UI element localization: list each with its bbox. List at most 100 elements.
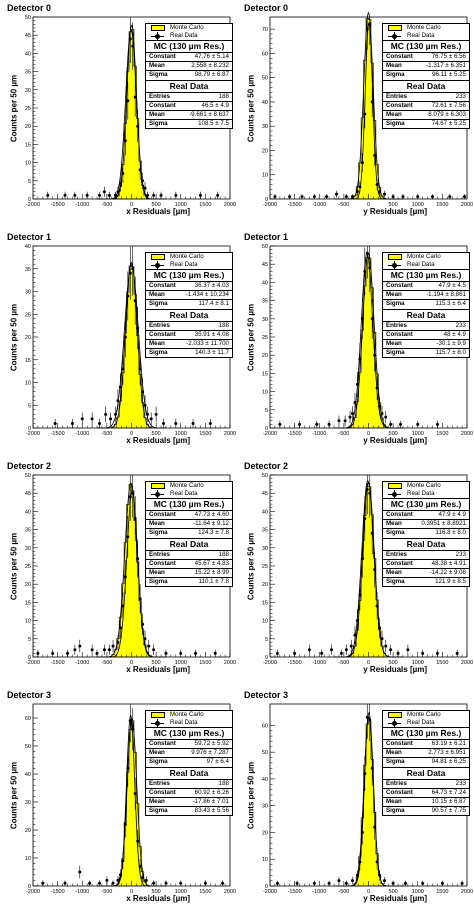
- data-point: [327, 880, 331, 886]
- legend-label-mc: Monte Carlo: [170, 482, 204, 489]
- detector-panel: 0 5 10 15 20 25 30 35 40 45 50 -2000 -1500 -1000 -500 0…: [237, 229, 474, 458]
- real-stat-row: Entries 188: [146, 549, 232, 559]
- legend-label-real: Real Data: [170, 719, 198, 726]
- data-point: [133, 777, 137, 810]
- data-point: [141, 872, 145, 883]
- y-axis-label: Counts per 50 µm: [9, 303, 19, 372]
- y-tick-label: 10: [262, 390, 268, 396]
- data-point: [97, 191, 101, 199]
- mc-stat-row: Sigma 124.3 ± 7.8: [146, 528, 232, 537]
- legend-entry-real: Real Data: [146, 490, 232, 498]
- mc-swatch-icon: [151, 25, 165, 31]
- data-point: [358, 342, 362, 375]
- x-tick-label: -500: [101, 202, 112, 208]
- data-point: [343, 415, 347, 426]
- stat-name: Sigma: [149, 300, 168, 308]
- data-point: [360, 298, 364, 339]
- data-point: [365, 246, 369, 279]
- data-point: [330, 644, 334, 655]
- data-point: [152, 880, 156, 886]
- detector-panel: 0 5 10 15 20 25 30 35 40 45 50 -2000 -1500 -1000 -500 0…: [0, 0, 237, 229]
- y-tick-label: 0: [265, 197, 268, 203]
- real-stats-title: Real Data: [146, 766, 232, 779]
- data-point: [123, 316, 127, 358]
- stat-value: 0.3951 ± 8.8921: [421, 520, 466, 528]
- x-tick-label: -2000: [26, 889, 40, 895]
- data-point: [133, 496, 137, 542]
- stat-value: 98.79 ± 6.87: [194, 71, 229, 79]
- data-point: [363, 99, 367, 129]
- real-stat-row: Mean -30.1 ± 9.9: [383, 338, 469, 348]
- mc-stat-row: Mean -1.194 ± 8.861: [383, 290, 469, 299]
- y-tick-label: 60: [262, 723, 268, 729]
- stat-name: Mean: [386, 291, 402, 299]
- data-point: [378, 617, 382, 639]
- data-point: [136, 306, 140, 350]
- data-point: [368, 246, 372, 292]
- x-tick-label: -2000: [26, 660, 40, 666]
- x-tick-label: 500: [389, 660, 398, 666]
- legend-label-mc: Monte Carlo: [170, 253, 204, 260]
- data-point: [339, 649, 343, 657]
- x-tick-label: 0: [130, 660, 133, 666]
- legend-entry-real: Real Data: [383, 490, 469, 498]
- stat-name: Constant: [386, 282, 413, 289]
- data-point: [337, 876, 341, 885]
- real-stat-row: Constant 45.67 ± 4.83: [146, 558, 232, 568]
- data-point: [141, 613, 145, 636]
- stat-name: Mean: [386, 797, 402, 805]
- y-tick-label: 20: [262, 830, 268, 836]
- x-tick-label: 1000: [412, 431, 424, 437]
- x-tick-label: -2000: [26, 202, 40, 208]
- x-tick-label: -1000: [75, 202, 89, 208]
- stat-name: Mean: [386, 110, 402, 118]
- mc-swatch-icon: [388, 483, 402, 489]
- data-point-icon: [392, 491, 397, 497]
- y-tick-label: 20: [25, 124, 31, 130]
- y-tick-label: 40: [25, 51, 31, 57]
- data-point: [133, 276, 137, 325]
- stat-name: Entries: [386, 779, 407, 787]
- data-point: [121, 592, 125, 620]
- mc-stat-row: Sigma 115.3 ± 6.4: [383, 299, 469, 308]
- mc-stats-title: MC (130 µm Res.): [383, 498, 469, 510]
- real-stats-title: Real Data: [146, 79, 232, 92]
- y-tick-label: 10: [25, 856, 31, 862]
- y-tick-label: 0: [28, 426, 31, 432]
- y-tick-label: 30: [25, 290, 31, 296]
- stat-name: Constant: [386, 53, 413, 60]
- data-point: [116, 186, 120, 197]
- mc-swatch-icon: [151, 483, 165, 489]
- stat-name: Constant: [149, 101, 176, 109]
- data-point: [149, 412, 153, 426]
- detector-panel: 0 5 10 15 20 25 30 35 40 45 50 -2000 -1500 -1000 -500 0…: [237, 458, 474, 687]
- data-point: [88, 880, 92, 886]
- data-point: [344, 644, 348, 655]
- data-point: [126, 81, 130, 120]
- data-point: [355, 869, 359, 881]
- stat-value: 188: [218, 779, 229, 787]
- mc-stat-row: Mean -1.434 ± 10.234: [146, 290, 232, 299]
- stat-name: Entries: [149, 92, 170, 100]
- x-axis-label: x Residuals [µm]: [126, 436, 190, 445]
- detector-title: Detector 3: [7, 690, 52, 700]
- y-tick-label: 15: [262, 371, 268, 377]
- x-tick-label: 1000: [412, 889, 424, 895]
- stat-name: Mean: [149, 291, 165, 299]
- data-point: [344, 194, 348, 199]
- stat-name: Entries: [149, 321, 170, 329]
- x-axis-label: x Residuals [µm]: [126, 207, 190, 216]
- stat-name: Mean: [149, 797, 165, 805]
- real-stats-title: Real Data: [146, 308, 232, 321]
- y-tick-label: 0: [28, 197, 31, 203]
- data-point: [146, 406, 150, 423]
- stat-value: 90.57 ± 7.75: [431, 807, 466, 815]
- x-tick-label: 0: [130, 431, 133, 437]
- data-point: [370, 298, 374, 339]
- data-point: [136, 109, 140, 143]
- legend-label-real: Real Data: [170, 261, 198, 268]
- stat-name: Constant: [386, 330, 413, 338]
- y-tick-label: 10: [25, 619, 31, 625]
- data-point-icon: [392, 720, 397, 726]
- stat-value: 115.7 ± 8.0: [435, 349, 466, 357]
